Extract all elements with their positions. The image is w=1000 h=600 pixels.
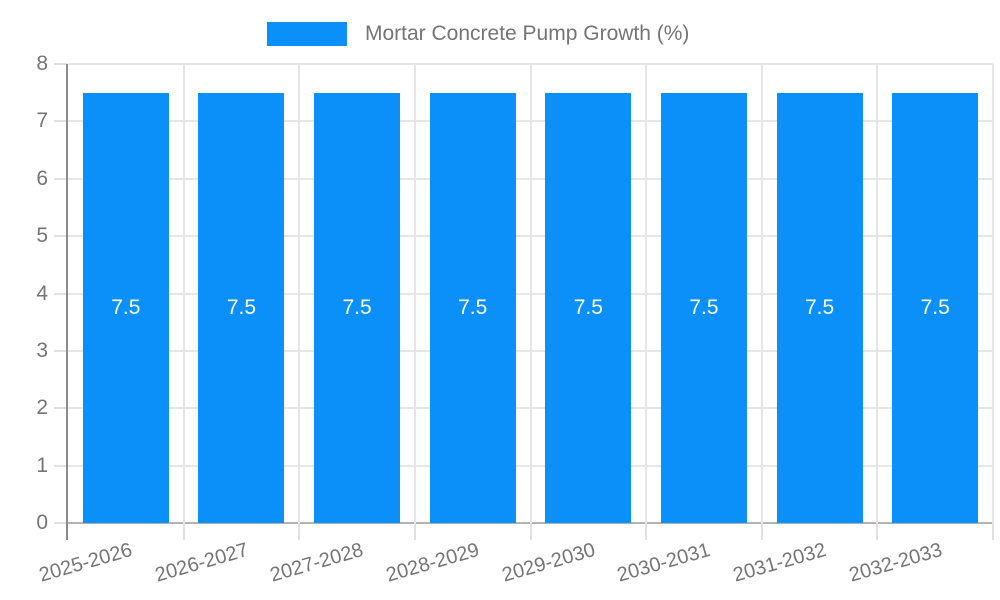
y-tick-mark <box>54 349 67 352</box>
plot-right-border <box>992 64 994 523</box>
y-tick-mark <box>54 177 67 180</box>
x-tick-label: 2028-2029 <box>383 539 482 587</box>
x-gridline <box>876 64 879 523</box>
y-tick-label: 6 <box>36 166 48 190</box>
y-axis-line <box>66 64 68 540</box>
bar: 7.5 <box>545 92 632 523</box>
y-tick-mark <box>54 292 67 295</box>
x-gridline <box>182 64 185 523</box>
y-tick-mark <box>54 464 67 467</box>
y-tick-mark <box>54 235 67 238</box>
bar: 7.5 <box>82 92 169 523</box>
bar-value-label: 7.5 <box>458 295 488 319</box>
x-gridline <box>760 64 763 523</box>
x-gridline <box>298 64 301 523</box>
bar-value-label: 7.5 <box>573 295 603 319</box>
y-tick-mark <box>54 63 67 65</box>
x-tick-label: 2029-2030 <box>499 539 598 587</box>
bar-value-label: 7.5 <box>689 295 719 319</box>
x-tick-mark <box>529 523 532 540</box>
x-gridline <box>529 64 532 523</box>
y-tick-label: 1 <box>36 453 48 477</box>
y-tick-label: 0 <box>36 511 48 534</box>
x-tick-label: 2030-2031 <box>614 539 714 587</box>
bar: 7.5 <box>776 92 863 523</box>
x-tick-label: 2026-2027 <box>152 539 251 587</box>
x-gridline <box>413 64 416 523</box>
bar-value-label: 7.5 <box>804 295 835 319</box>
bar-value-label: 7.5 <box>920 295 950 319</box>
bar: 7.5 <box>892 92 979 523</box>
x-tick-label: 2027-2028 <box>268 539 367 587</box>
x-gridline <box>645 64 648 523</box>
y-tick-label: 5 <box>36 224 48 248</box>
x-tick-label: 2032-2033 <box>846 539 945 587</box>
legend-swatch <box>267 22 347 46</box>
legend-label: Mortar Concrete Pump Growth (%) <box>365 22 690 45</box>
y-tick-mark <box>54 407 67 410</box>
bar-value-label: 7.5 <box>111 295 141 319</box>
bar: 7.5 <box>198 92 285 523</box>
bar: 7.5 <box>660 92 747 523</box>
y-tick-label: 8 <box>36 52 48 75</box>
x-tick-mark <box>876 523 879 540</box>
bar-value-label: 7.5 <box>342 295 372 319</box>
x-tick-mark <box>298 523 301 540</box>
bar: 7.5 <box>429 92 516 523</box>
y-tick-label: 3 <box>36 338 48 362</box>
y-tick-mark <box>54 120 67 123</box>
x-tick-mark <box>760 523 763 540</box>
x-tick-label: 2031-2032 <box>730 539 829 587</box>
y-tick-label: 4 <box>36 281 48 305</box>
x-tick-label: 2025-2026 <box>36 539 135 587</box>
bar-value-label: 7.5 <box>226 295 257 319</box>
bar: 7.5 <box>314 92 401 523</box>
x-tick-mark <box>413 523 416 540</box>
y-tick-label: 7 <box>36 109 48 133</box>
y-tick-mark <box>54 522 67 524</box>
legend: Mortar Concrete Pump Growth (%) <box>0 0 1000 56</box>
x-tick-mark <box>645 523 648 540</box>
x-tick-mark <box>182 523 185 540</box>
x-tick-mark <box>992 523 994 540</box>
y-tick-label: 2 <box>36 396 48 420</box>
